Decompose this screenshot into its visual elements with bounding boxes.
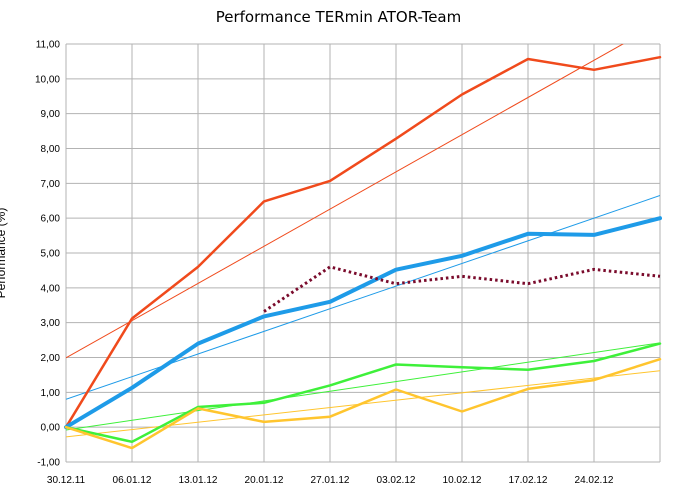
series-line (263, 265, 661, 313)
series-line (64, 342, 662, 444)
y-tick-label: 4,00 (41, 283, 61, 294)
series-line (64, 216, 662, 430)
x-tick-label: 17.02.12 (509, 475, 548, 486)
y-tick-label: 3,00 (41, 318, 61, 329)
y-tick-label: 1,00 (41, 388, 61, 399)
y-tick-label: 7,00 (41, 179, 61, 190)
x-tick-label: 10.02.12 (443, 475, 482, 486)
x-tick-label: 30.12.11 (47, 475, 86, 486)
y-tick-label: 10,00 (35, 74, 60, 85)
x-tick-label: 13.01.12 (179, 475, 218, 486)
series-line (64, 357, 662, 450)
x-tick-label: 06.01.12 (113, 475, 152, 486)
y-tick-label: 0,00 (41, 423, 61, 434)
chart-title: Performance TERmin ATOR-Team (215, 8, 462, 26)
y-tick-label: -1,00 (37, 458, 60, 469)
y-tick-label: 11,00 (36, 40, 61, 51)
y-tick-label: 6,00 (41, 214, 61, 225)
x-tick-label: 24.02.12 (575, 475, 614, 486)
y-tick-label: 2,00 (41, 353, 61, 364)
x-tick-label: 27.01.12 (311, 475, 350, 486)
trend-line (66, 342, 660, 431)
trend-line (66, 44, 624, 359)
y-tick-label: 5,00 (41, 249, 61, 260)
y-tick-label: 9,00 (41, 109, 61, 120)
y-tick-label: 8,00 (41, 144, 61, 155)
x-tick-label: 20.01.12 (245, 475, 284, 486)
series-line (64, 55, 662, 429)
trend-line (66, 195, 660, 400)
x-tick-label: 03.02.12 (377, 475, 416, 486)
